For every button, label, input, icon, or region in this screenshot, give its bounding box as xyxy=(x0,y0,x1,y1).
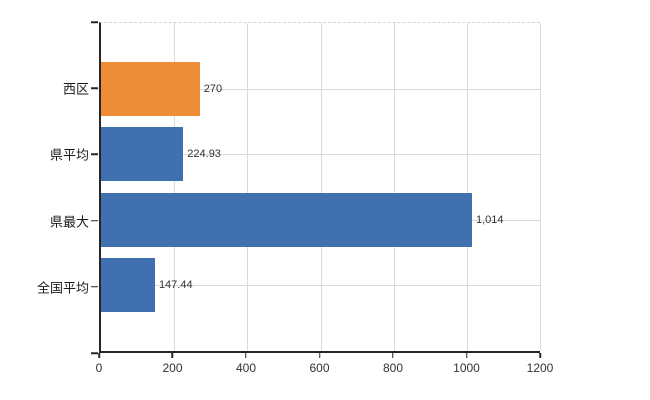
gridline-vertical xyxy=(466,23,468,351)
x-axis-tick-label: 600 xyxy=(309,361,330,375)
bar-4 xyxy=(101,258,155,313)
y-axis-labels: 西区県平均県最大全国平均 xyxy=(0,22,89,353)
x-axis-tick xyxy=(465,353,468,358)
gridline-vertical xyxy=(540,23,541,351)
category-label: 県最大 xyxy=(49,214,89,230)
gridline-horizontal xyxy=(101,154,540,156)
x-axis-tick-label: 1200 xyxy=(526,361,554,375)
y-axis-tick xyxy=(91,87,98,89)
y-axis-tick xyxy=(91,153,98,156)
bar-3 xyxy=(101,192,472,247)
x-axis: 0 200 400 600 800 1000 1200 xyxy=(95,353,553,383)
gridline-horizontal xyxy=(101,88,540,90)
x-axis-tick xyxy=(245,353,247,358)
gridline-vertical xyxy=(174,23,176,351)
bar-value-label: 224.93 xyxy=(187,148,221,161)
category-label: 県平均 xyxy=(49,147,89,163)
gridline-horizontal xyxy=(101,285,540,287)
bar-value-label: 147.44 xyxy=(158,279,193,292)
x-axis-tick xyxy=(98,353,100,358)
x-axis-tick-label: 1000 xyxy=(453,361,480,375)
x-axis-tick xyxy=(392,353,394,358)
gridline-vertical xyxy=(393,23,395,351)
gridline-vertical xyxy=(247,23,249,351)
y-axis-tick xyxy=(91,286,98,288)
y-axis-tick xyxy=(91,219,98,222)
x-axis-tick-label: 400 xyxy=(235,361,256,375)
x-axis-tick-label: 0 xyxy=(95,361,103,375)
gridline-vertical xyxy=(320,23,322,351)
category-label: 全国平均 xyxy=(36,280,89,296)
bar-1 xyxy=(101,61,200,116)
x-axis-tick-label: 800 xyxy=(382,361,403,375)
x-axis-tick xyxy=(539,353,541,358)
y-axis-bottom-tick xyxy=(91,352,98,354)
x-axis-tick-label: 200 xyxy=(162,361,183,375)
plot-area: 270 224.93 1,014 147.44 xyxy=(99,22,541,353)
bar-value-label: 1,014 xyxy=(475,213,504,226)
y-axis-top-tick xyxy=(91,21,98,23)
x-axis-tick xyxy=(318,353,321,358)
category-label: 西区 xyxy=(62,81,89,97)
x-axis-tick xyxy=(171,353,174,358)
bar-2 xyxy=(101,127,184,182)
bar-value-label: 270 xyxy=(203,82,223,95)
